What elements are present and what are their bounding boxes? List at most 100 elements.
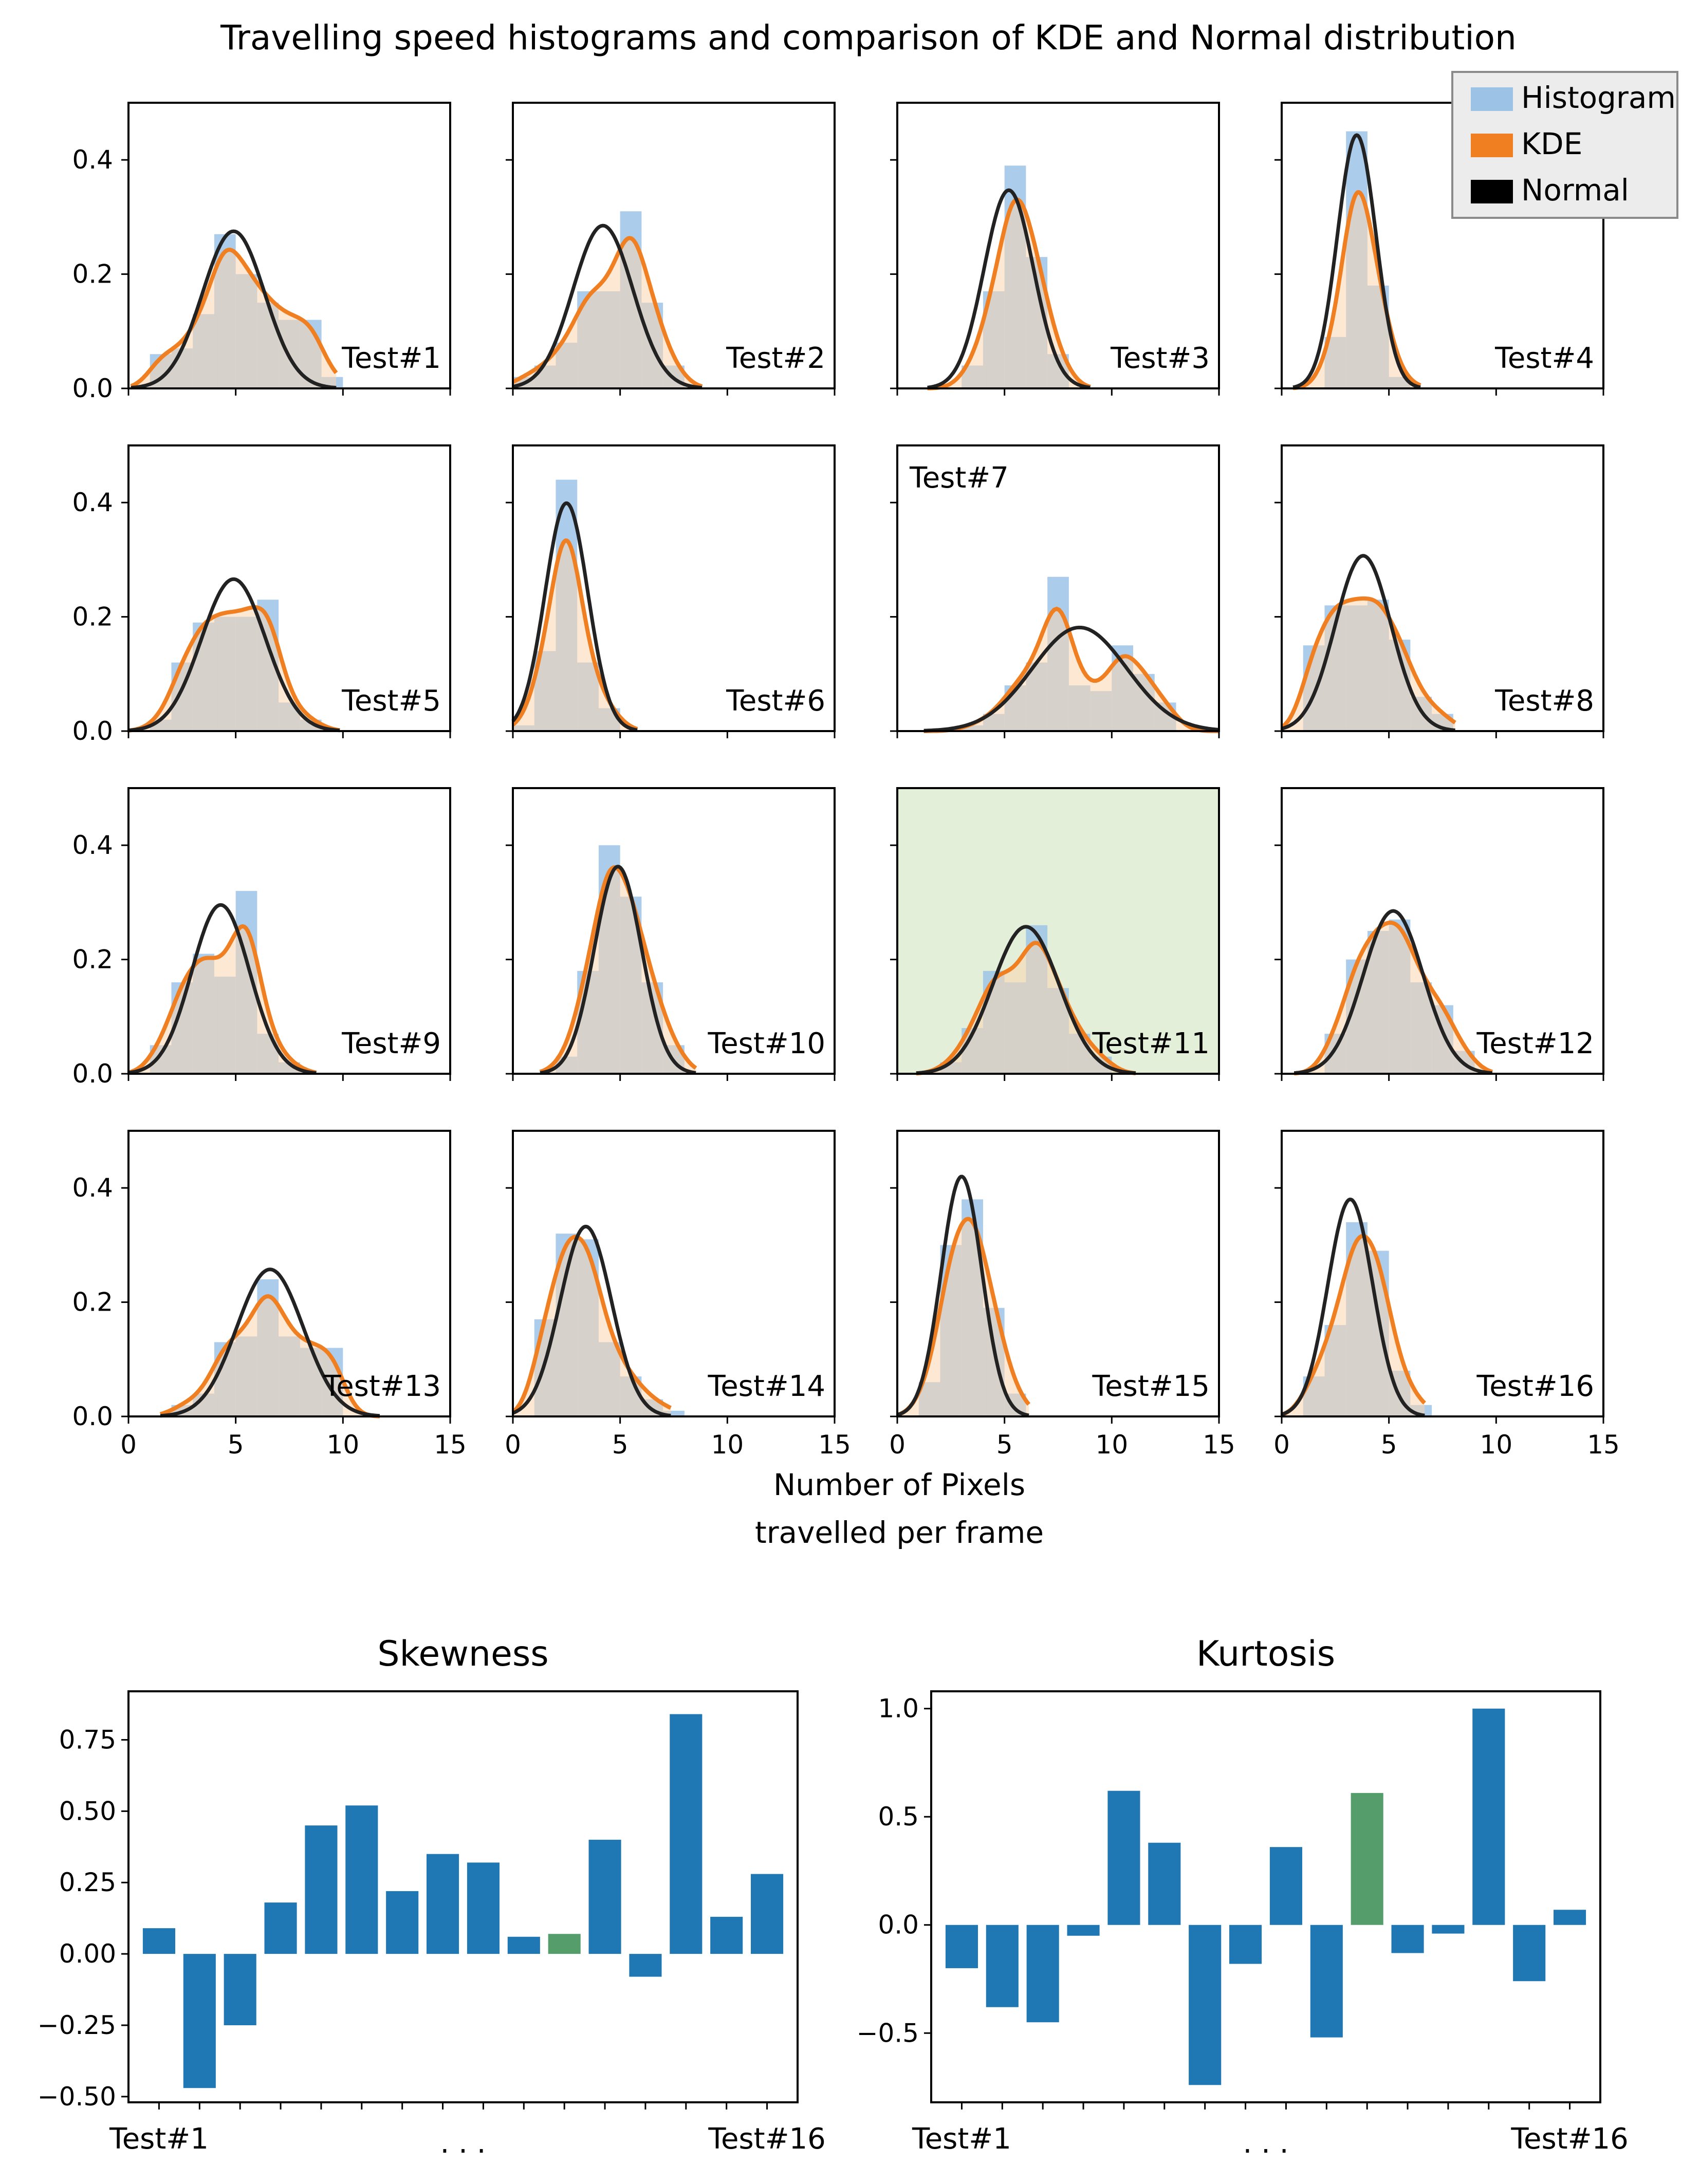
panel-frame bbox=[512, 1130, 836, 1417]
x-label-ellipsis: . . . bbox=[1243, 2126, 1288, 2160]
legend-label-histogram: Histogram bbox=[1521, 80, 1676, 115]
panel-7: Test#7 bbox=[890, 444, 1220, 738]
kde-fill bbox=[513, 540, 638, 731]
x-tick-label: 10 bbox=[1480, 1430, 1513, 1460]
x-axis-label: Number of Pixels travelled per frame bbox=[755, 1467, 1044, 1550]
bar-test14 bbox=[670, 1714, 703, 1954]
panel-11: Test#11 bbox=[890, 787, 1220, 1081]
kde-fill bbox=[1282, 598, 1455, 731]
y-tick-label: 0.25 bbox=[59, 1868, 116, 1897]
y-tick-label: 0.0 bbox=[878, 1910, 919, 1940]
x-tick-label: 10 bbox=[327, 1430, 360, 1460]
y-tick-label: 1.0 bbox=[878, 1694, 919, 1724]
normal-line bbox=[160, 1267, 380, 1418]
kde-fill bbox=[1293, 192, 1421, 388]
normal-line bbox=[1292, 133, 1421, 389]
normal-line bbox=[1294, 909, 1493, 1075]
bar-test10 bbox=[1310, 1925, 1343, 2038]
kurtosis-chart: Kurtosis −0.5 0.0 0.5 1.0 Test#1 . . . Test#16 bbox=[857, 1634, 1629, 2160]
bar-test3 bbox=[1026, 1925, 1059, 2023]
bar-test2 bbox=[183, 1954, 216, 2088]
skewness-chart: Skewness −0.50 −0.25 0.00 0.25 0.50 0.75 Test#1… bbox=[38, 1634, 826, 2160]
kde-fill bbox=[513, 1237, 671, 1416]
panel-frame bbox=[896, 787, 1220, 1075]
legend: Histogram KDE Normal bbox=[1451, 71, 1678, 219]
normal-line bbox=[512, 1224, 671, 1417]
bar-test4 bbox=[264, 1902, 297, 1954]
panel-label: Test#6 bbox=[726, 684, 825, 718]
x-label-last: Test#16 bbox=[1510, 2122, 1628, 2156]
x-tick-label: 0 bbox=[889, 1430, 906, 1460]
panel-2: Test#2 bbox=[506, 102, 836, 396]
normal-line bbox=[512, 223, 703, 390]
normal-line bbox=[540, 865, 696, 1075]
panel-label: Test#10 bbox=[708, 1027, 825, 1060]
x-tick-label: 15 bbox=[1587, 1430, 1620, 1460]
x-tick-label: 10 bbox=[1096, 1430, 1129, 1460]
bar-test9 bbox=[467, 1862, 500, 1954]
panel-frame bbox=[896, 444, 1220, 732]
normal-line bbox=[923, 625, 1219, 733]
y-tick-label: 0.2 bbox=[72, 602, 113, 632]
kde-line bbox=[1292, 190, 1421, 390]
bar-test12 bbox=[1391, 1925, 1424, 1953]
kde-line bbox=[130, 248, 338, 388]
bar-test12 bbox=[588, 1839, 621, 1954]
bar-test2 bbox=[986, 1925, 1019, 2007]
normal-line bbox=[1281, 554, 1455, 732]
bar-test11 bbox=[548, 1934, 581, 1954]
panel-label: Test#14 bbox=[708, 1370, 825, 1403]
kde-fill bbox=[160, 1296, 380, 1416]
y-tick-label: −0.50 bbox=[38, 2082, 116, 2112]
x-axis-label-line1: Number of Pixels bbox=[773, 1467, 1025, 1502]
y-tick-label: 0.4 bbox=[72, 145, 113, 175]
legend-swatch-kde bbox=[1471, 134, 1513, 157]
panel-frame bbox=[1281, 444, 1604, 732]
x-label-last: Test#16 bbox=[708, 2122, 825, 2156]
kde-fill bbox=[540, 867, 696, 1074]
x-label-ellipsis: . . . bbox=[440, 2126, 486, 2160]
x-tick-label: 0 bbox=[505, 1430, 521, 1460]
y-tick-label: 0.50 bbox=[59, 1796, 116, 1826]
panel-label: Test#13 bbox=[323, 1370, 441, 1403]
bar-test7 bbox=[386, 1891, 419, 1954]
panel-label: Test#16 bbox=[1476, 1370, 1594, 1403]
x-tick-label: 5 bbox=[228, 1430, 244, 1460]
panel-6: Test#6 bbox=[506, 444, 836, 738]
panel-14: 0 5 10 15 Test#14 bbox=[505, 1130, 851, 1460]
kde-line bbox=[511, 1235, 672, 1414]
panel-frame bbox=[512, 102, 836, 389]
panel-4: Test#4 bbox=[1274, 102, 1604, 396]
panel-8: Test#8 bbox=[1274, 444, 1604, 738]
kde-fill bbox=[128, 607, 340, 731]
kde-line bbox=[128, 924, 317, 1075]
bar-test1 bbox=[142, 1928, 175, 1954]
y-tick-label: 0.00 bbox=[59, 1939, 116, 1969]
bar-test14 bbox=[1472, 1708, 1505, 1925]
legend-swatch-normal bbox=[1471, 180, 1513, 203]
bar-test16 bbox=[1554, 1910, 1586, 1925]
kde-line bbox=[1294, 920, 1493, 1076]
panel-label: Test#1 bbox=[341, 342, 441, 375]
x-label-first: Test#1 bbox=[109, 2122, 209, 2156]
kde-line bbox=[539, 865, 697, 1074]
bar-test10 bbox=[507, 1936, 540, 1954]
bar-test3 bbox=[224, 1954, 256, 2025]
y-tick-label: 0.75 bbox=[59, 1725, 116, 1754]
x-axis-label-line2: travelled per frame bbox=[755, 1515, 1044, 1550]
x-tick-label: 15 bbox=[434, 1430, 467, 1460]
bar-test1 bbox=[945, 1925, 978, 1968]
panel-label: Test#3 bbox=[1110, 342, 1210, 375]
panel-frame bbox=[127, 787, 451, 1075]
x-tick-label: 5 bbox=[996, 1430, 1013, 1460]
panel-frame bbox=[512, 787, 836, 1075]
x-tick-label: 5 bbox=[612, 1430, 629, 1460]
normal-line bbox=[128, 903, 317, 1075]
x-tick-label: 15 bbox=[1203, 1430, 1235, 1460]
normal-line bbox=[897, 1174, 1029, 1417]
bar-test4 bbox=[1067, 1925, 1100, 1936]
normal-line bbox=[1281, 1198, 1425, 1417]
panel-label: Test#2 bbox=[726, 342, 825, 375]
